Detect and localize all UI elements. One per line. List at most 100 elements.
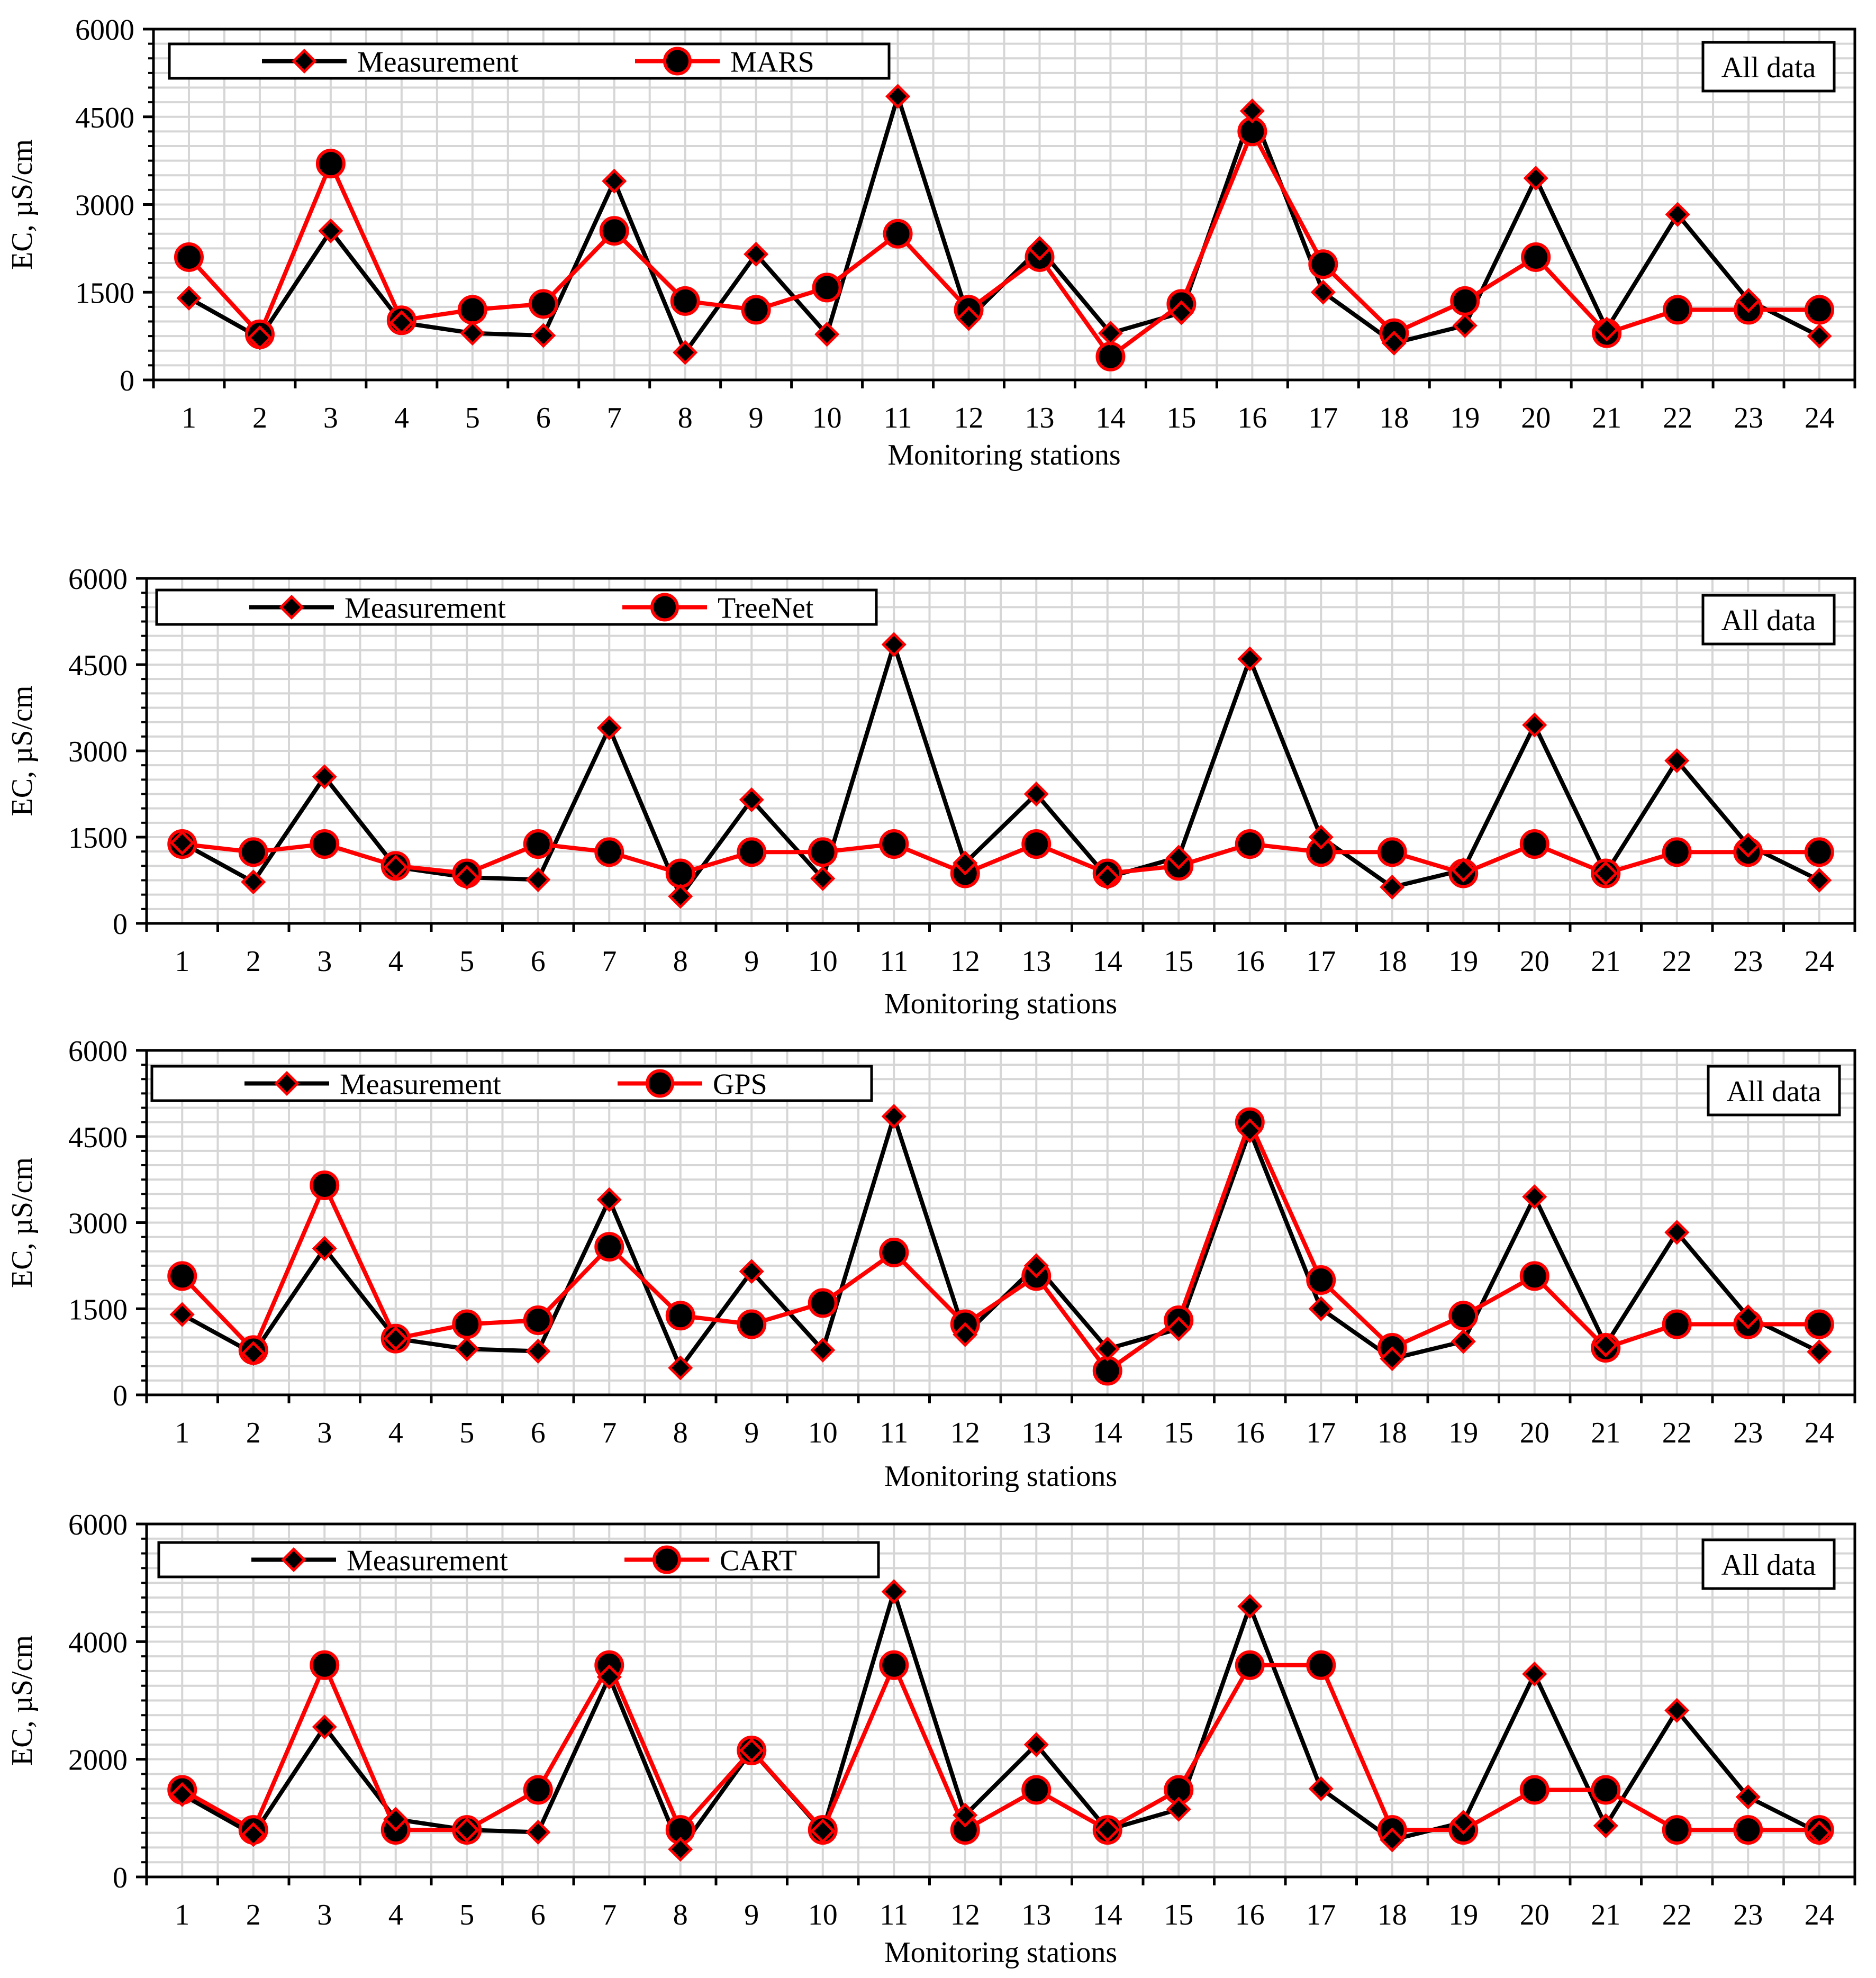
data-point-measurement: [312, 764, 337, 790]
data-point-measurement: [1593, 1332, 1618, 1358]
data-point-measurement: [1664, 1220, 1690, 1245]
x-tick-label: 9: [744, 1417, 759, 1449]
data-point-measurement: [881, 1104, 907, 1129]
data-point-measurement: [1452, 313, 1478, 338]
x-tick-label: 24: [1805, 1899, 1834, 1931]
data-point-measurement: [1237, 646, 1263, 672]
x-tick-label: 19: [1450, 402, 1480, 434]
data-point-measurement: [241, 869, 266, 895]
x-tick-label: 19: [1448, 1899, 1478, 1931]
x-tick-label: 14: [1095, 402, 1125, 434]
data-point-gps: [1804, 1309, 1834, 1339]
chart-panel-1: 1 2 3 4 5 6 7 8 9 10 11 12 13 14 15 16 17 18 19 20 21 22 23 24M…: [6, 14, 1856, 471]
annotation: All data: [1701, 41, 1836, 93]
data-point-measurement: [1735, 832, 1761, 858]
data-point-treenet: [879, 829, 909, 859]
y-tick-label: 0: [113, 1862, 128, 1894]
data-point-measurement: [1522, 712, 1547, 738]
legend-marker-diamond-icon: [274, 1070, 300, 1096]
x-tick-label: 10: [808, 1899, 838, 1931]
data-point-measurement: [1095, 1817, 1120, 1843]
x-axis-label: Monitoring stations: [884, 987, 1117, 1020]
x-tick-label: 8: [673, 1899, 688, 1931]
y-tick-label: 6000: [68, 563, 128, 596]
x-tick-label: 24: [1805, 402, 1834, 434]
y-tick-label: 3000: [68, 736, 128, 768]
data-point-measurement: [383, 1326, 409, 1351]
x-tick-label: 17: [1306, 1417, 1336, 1449]
data-point-gps: [1306, 1265, 1336, 1295]
x-tick-label: 13: [1021, 945, 1051, 978]
data-point-measurement: [881, 632, 907, 657]
data-point-measurement: [1380, 1346, 1405, 1372]
x-tick-label: 2: [246, 1899, 261, 1931]
data-point-gps: [1092, 1356, 1122, 1386]
x-tick-label: 12: [950, 945, 980, 978]
data-point-measurement: [383, 1807, 409, 1832]
data-point-gps: [1448, 1301, 1479, 1331]
y-axis-label: EC, µS/cm: [6, 1635, 39, 1766]
legend-marker-diamond-icon: [281, 1547, 306, 1573]
y-axis: 0 1500 3000 4500 6000: [75, 14, 153, 397]
x-axis-label: Monitoring stations: [887, 439, 1120, 471]
data-point-mars: [315, 149, 346, 179]
x-tick-label: 3: [317, 1417, 332, 1449]
x-tick-label: 5: [459, 945, 474, 978]
y-tick-label: 6000: [68, 1035, 128, 1068]
data-point-measurement: [1451, 857, 1476, 883]
data-point-mars: [741, 295, 771, 325]
data-point-mars: [1450, 286, 1480, 316]
data-point-measurement: [1451, 1810, 1476, 1835]
y-tick-label: 3000: [75, 189, 134, 222]
chart-panel-2: 1 2 3 4 5 6 7 8 9 10 11 12 13 14 15 16 17 18 19 20 21 22 23 24M…: [6, 563, 1856, 1020]
data-point-measurement: [1239, 98, 1265, 124]
data-point-measurement: [668, 1837, 693, 1862]
x-tick-label: 19: [1448, 1417, 1478, 1449]
data-point-measurement: [1807, 867, 1832, 893]
data-point-mars: [599, 216, 629, 246]
x-tick-label: 7: [607, 402, 622, 434]
data-point-measurement: [596, 1664, 622, 1690]
legend-marker-circle-icon: [646, 1069, 674, 1098]
data-point-measurement: [454, 1817, 479, 1843]
y-axis: 0 1500 3000 4500 6000: [68, 1035, 147, 1412]
annotation: All data: [1707, 1065, 1841, 1117]
data-point-measurement: [1023, 781, 1049, 807]
x-tick-label: 6: [536, 402, 551, 434]
y-tick-label: 4500: [68, 1121, 128, 1154]
data-point-treenet: [523, 829, 553, 859]
data-point-measurement: [673, 340, 698, 365]
data-point-measurement: [1735, 1304, 1761, 1329]
data-point-mars: [1308, 249, 1338, 279]
x-tick-label: 20: [1520, 1417, 1549, 1449]
data-point-measurement: [454, 1336, 479, 1362]
series-markers: [167, 1579, 1834, 1862]
chart-panel-4: 1 2 3 4 5 6 7 8 9 10 11 12 13 14 15 16 17 18 19 20 21 22 23 24M…: [6, 1509, 1856, 1969]
data-point-measurement: [525, 1339, 551, 1364]
x-tick-label: 13: [1021, 1899, 1051, 1931]
x-tick-label: 6: [531, 945, 546, 978]
data-point-measurement: [1665, 202, 1690, 227]
x-tick-label: 10: [812, 402, 842, 434]
data-point-measurement: [953, 1802, 978, 1828]
data-point-measurement: [602, 168, 627, 194]
data-point-cart: [523, 1775, 553, 1805]
data-point-measurement: [383, 854, 409, 880]
x-tick-label: 7: [602, 1417, 617, 1449]
data-point-measurement: [1807, 1820, 1832, 1846]
x-tick-label: 9: [749, 402, 764, 434]
data-point-treenet: [1377, 837, 1407, 867]
data-point-cart: [1519, 1775, 1549, 1805]
x-tick-label: 23: [1733, 1417, 1763, 1449]
series-markers: [167, 632, 1834, 909]
data-point-measurement: [1522, 1184, 1547, 1210]
data-point-measurement: [1023, 1732, 1049, 1757]
x-tick-label: 17: [1308, 402, 1338, 434]
annotation-box: [1701, 41, 1836, 93]
data-point-measurement: [810, 866, 836, 891]
data-point-measurement: [1807, 1339, 1832, 1365]
data-point-measurement: [525, 867, 551, 892]
data-point-measurement: [885, 84, 911, 109]
x-tick-label: 13: [1025, 402, 1054, 434]
